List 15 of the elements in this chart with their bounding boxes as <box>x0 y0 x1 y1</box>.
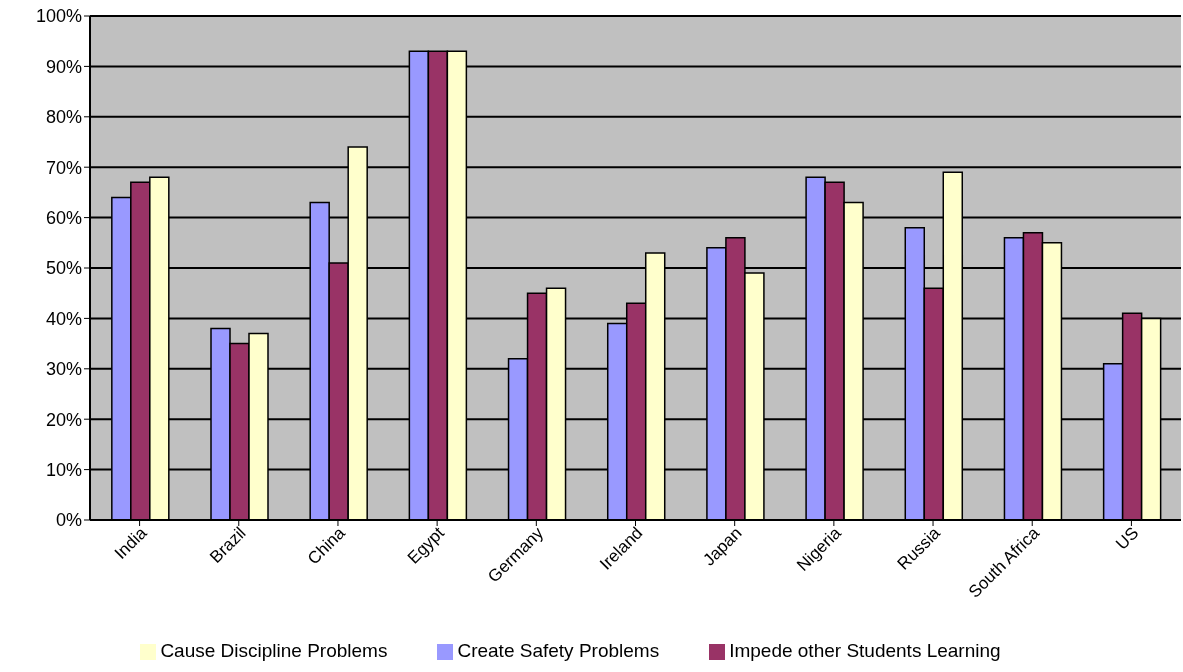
legend-label: Create Safety Problems <box>457 640 660 661</box>
legend-label: Impede other Students Learning <box>729 640 1001 661</box>
y-tick-label: 70% <box>45 157 82 178</box>
y-tick-label: 100% <box>35 6 82 27</box>
y-tick-label: 50% <box>45 258 82 279</box>
y-tick-label: 20% <box>45 409 82 430</box>
y-tick-label: 80% <box>45 107 82 128</box>
y-tick-label: 10% <box>45 459 82 480</box>
x-tick-label: US <box>1112 523 1143 554</box>
y-tick-label: 40% <box>45 308 82 329</box>
y-tick-label: 0% <box>55 510 82 531</box>
y-tick-label: 60% <box>45 207 82 228</box>
y-tick-label: 30% <box>45 359 82 380</box>
legend-label: Cause Discipline Problems <box>160 640 388 661</box>
y-tick-label: 90% <box>45 56 82 77</box>
